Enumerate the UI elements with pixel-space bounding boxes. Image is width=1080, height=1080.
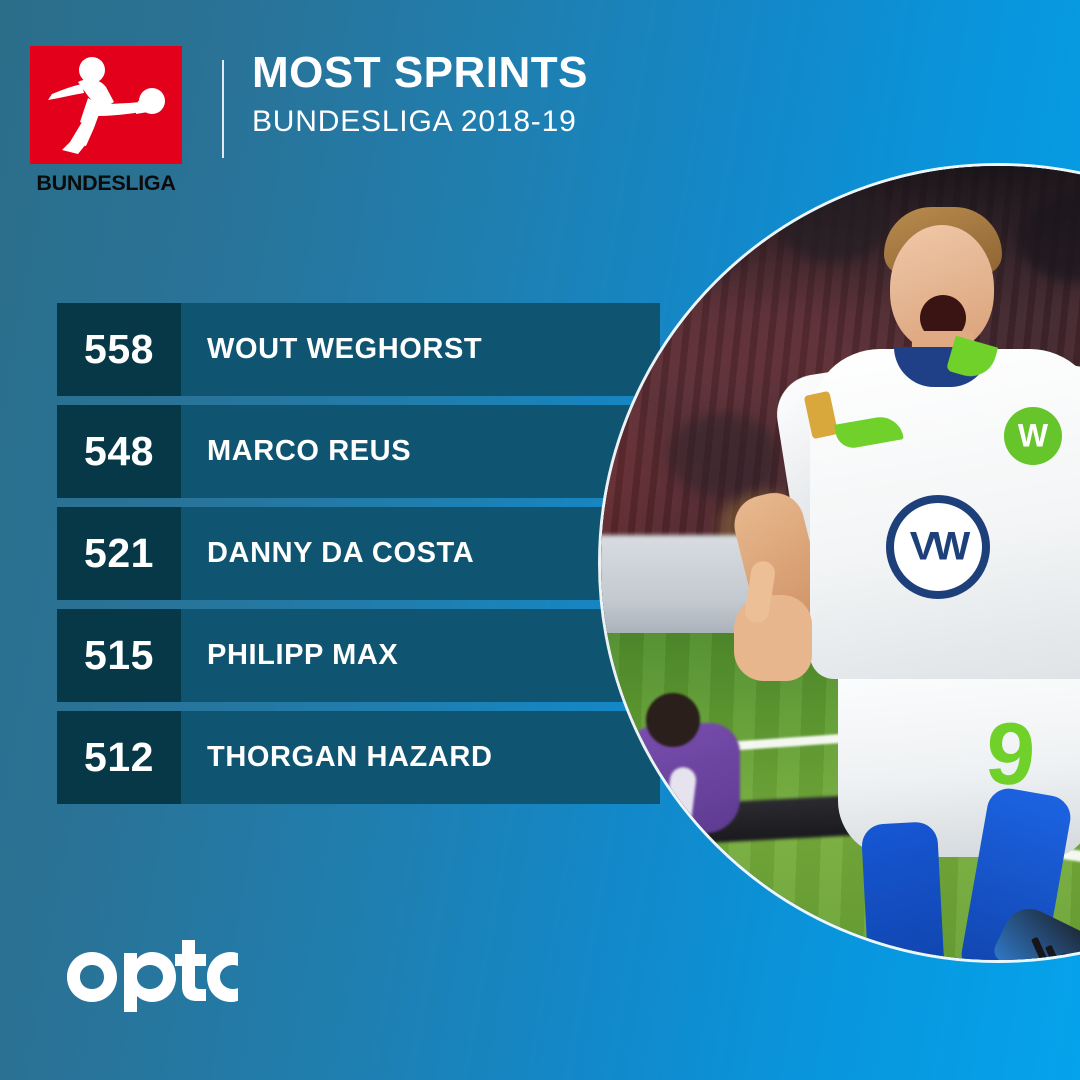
value-box: 512: [57, 711, 181, 804]
player-name: MARCO REUS: [207, 435, 412, 467]
bar-value: 521: [84, 530, 154, 576]
player-name: DANNY DA COSTA: [207, 537, 475, 569]
opta-logo: [62, 938, 238, 1012]
table-row: 558 WOUT WEGHORST: [57, 303, 660, 396]
header: BUNDESLIGA MOST SPRINTS BUNDESLIGA 2018-…: [30, 46, 670, 206]
player-name: PHILIPP MAX: [207, 639, 399, 671]
page-title: MOST SPRINTS: [252, 48, 589, 97]
bar-value: 515: [84, 632, 154, 678]
bundesliga-logo: BUNDESLIGA: [30, 46, 182, 196]
bar-value: 558: [84, 326, 154, 372]
player-name: WOUT WEGHORST: [207, 333, 483, 365]
value-box: 558: [57, 303, 181, 396]
bar-value: 548: [84, 428, 154, 474]
page-subtitle: BUNDESLIGA 2018-19: [252, 105, 577, 139]
player-name: THORGAN HAZARD: [207, 741, 493, 773]
value-box: 548: [57, 405, 181, 498]
table-row: 515 PHILIPP MAX: [57, 609, 660, 702]
value-box: 515: [57, 609, 181, 702]
bar-value: 512: [84, 734, 154, 780]
header-titles: MOST SPRINTS BUNDESLIGA 2018-19: [252, 48, 589, 139]
header-divider: [222, 60, 224, 158]
value-box: 521: [57, 507, 181, 600]
player-photo: 9: [598, 163, 1080, 963]
table-row: 512 THORGAN HAZARD: [57, 711, 660, 804]
table-row: 548 MARCO REUS: [57, 405, 660, 498]
bundesliga-mark-icon: [30, 46, 182, 164]
bundesliga-wordmark: BUNDESLIGA: [36, 171, 176, 195]
table-row: 521 DANNY DA COSTA: [57, 507, 660, 600]
